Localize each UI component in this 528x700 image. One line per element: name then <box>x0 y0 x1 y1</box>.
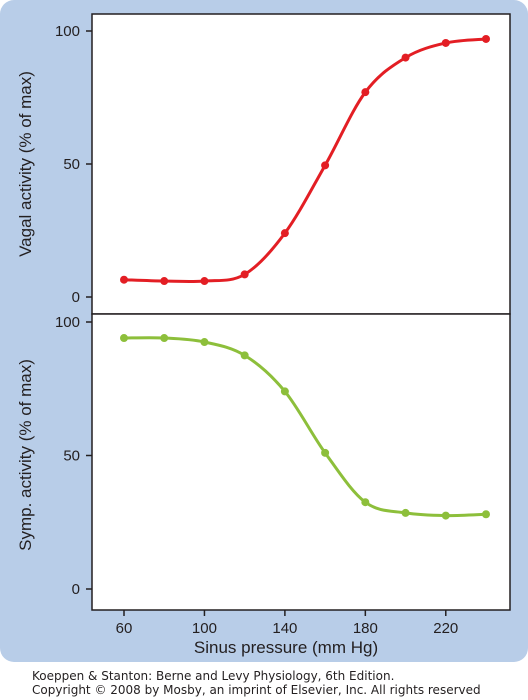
symp-activity-curve <box>123 336 487 518</box>
sympathetic-activity-chart: 0 50 100 60 100 140 180 220 Symp. activity (% o… <box>16 313 511 657</box>
data-point <box>361 498 370 507</box>
data-point <box>160 334 169 343</box>
data-point <box>280 229 289 238</box>
credit-line-2: Copyright © 2008 by Mosby, an imprint of… <box>32 683 481 697</box>
y-tick-label: 50 <box>63 448 80 465</box>
data-point <box>240 270 249 279</box>
data-point <box>200 277 209 286</box>
copyright-credit: Koeppen & Stanton: Berne and Levy Physio… <box>32 669 512 697</box>
y-tick-label: 100 <box>55 23 80 40</box>
data-point <box>401 508 410 517</box>
data-point <box>240 351 249 360</box>
x-tick-label: 180 <box>353 620 378 637</box>
y-tick-label: 50 <box>63 156 80 173</box>
data-point <box>280 387 289 396</box>
x-tick-label: 100 <box>192 620 217 637</box>
data-point <box>321 448 330 457</box>
data-point <box>160 277 169 286</box>
y-tick-label: 100 <box>55 314 80 331</box>
vagal-y-axis-label: Vagal activity (% of max) <box>16 71 35 257</box>
vagal-activity-curve <box>123 37 487 284</box>
x-tick-label: 60 <box>116 620 133 637</box>
data-point <box>441 511 450 520</box>
y-tick-label: 0 <box>72 581 80 598</box>
x-tick-label: 140 <box>272 620 297 637</box>
data-point <box>401 53 410 62</box>
credit-line-1: Koeppen & Stanton: Berne and Levy Physio… <box>32 669 395 683</box>
data-point <box>482 34 490 43</box>
data-point <box>321 161 330 170</box>
x-axis-label: Sinus pressure (mm Hg) <box>194 638 378 657</box>
data-point <box>482 510 490 519</box>
vagal-activity-chart: 0 50 100 Vagal activity (% of max) <box>16 13 511 315</box>
data-point <box>120 275 128 284</box>
data-point <box>361 88 370 97</box>
x-tick-label: 220 <box>433 620 458 637</box>
vagal-plot-area <box>91 13 511 315</box>
data-point <box>200 338 209 347</box>
data-point <box>120 334 128 343</box>
symp-y-axis-label: Symp. activity (% of max) <box>16 359 35 551</box>
data-point <box>441 38 450 47</box>
symp-plot-area <box>91 313 511 611</box>
y-tick-label: 0 <box>72 289 80 306</box>
